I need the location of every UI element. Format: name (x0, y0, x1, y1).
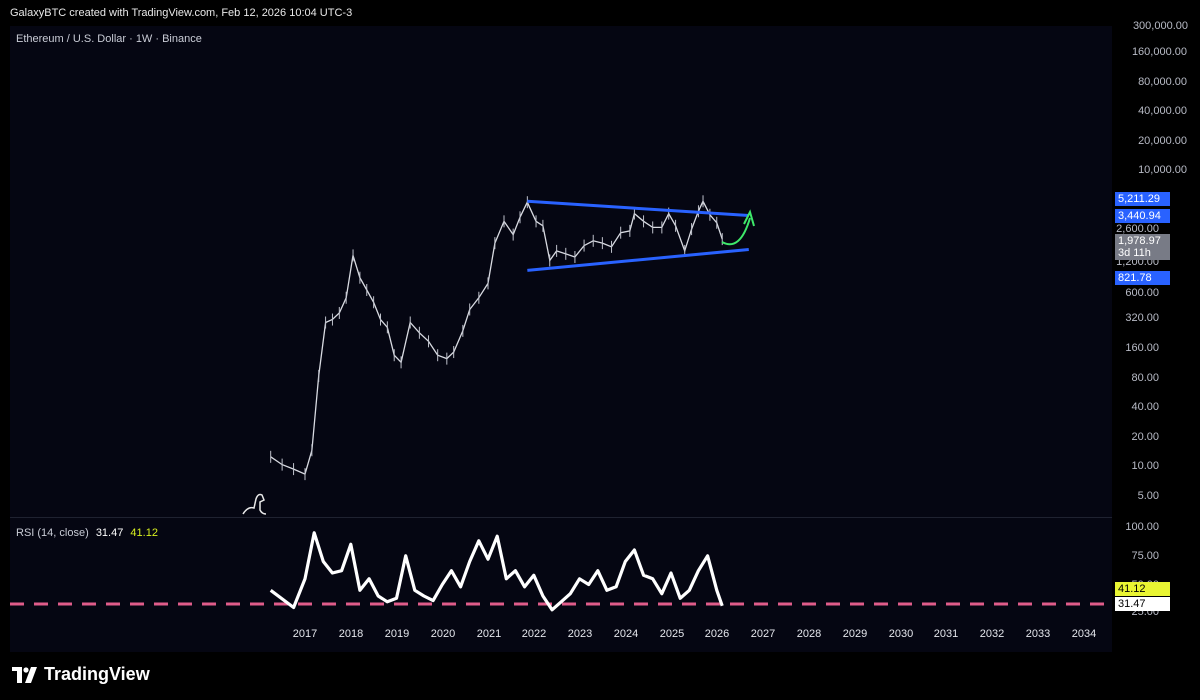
dinosaur-icon (242, 493, 267, 515)
price-tick: 40,000.00 (1138, 105, 1187, 117)
year-tick: 2018 (338, 628, 364, 640)
price-tick: 5.00 (1137, 490, 1159, 502)
top-bar: GalaxyBTC created with TradingView.com, … (0, 0, 1200, 26)
price-tick: 10.00 (1131, 460, 1159, 472)
upper-trendline[interactable] (527, 199, 749, 217)
price-tick: 320.00 (1125, 312, 1159, 324)
price-tick: 2,600.00 (1116, 223, 1159, 235)
bar-countdown-badge: 3d 11h (1115, 247, 1170, 260)
lower-trendline-badge: 821.78 (1115, 271, 1170, 285)
tradingview-logo[interactable]: TradingView (12, 664, 150, 685)
upper-trendline-badge: 5,211.29 (1115, 192, 1170, 206)
year-tick: 2026 (704, 628, 730, 640)
rsi-ma-value: 41.12 (130, 527, 158, 539)
year-tick: 2032 (979, 628, 1005, 640)
price-tick: 80,000.00 (1138, 76, 1187, 88)
year-tick: 2033 (1025, 628, 1051, 640)
symbol-title: Ethereum / U.S. Dollar · 1W · Binance (16, 33, 202, 45)
year-tick: 2020 (430, 628, 456, 640)
rsi-ma-badge: 41.12 (1115, 582, 1170, 596)
arrow-head-icon (743, 209, 755, 227)
year-tick: 2022 (521, 628, 547, 640)
chart-pane[interactable] (10, 26, 1112, 652)
rsi-label: RSI (14, close) (16, 527, 89, 539)
last-price-badge: 1,978.97 (1115, 234, 1170, 247)
tradingview-logo-icon (12, 666, 37, 683)
year-tick: 2030 (888, 628, 914, 640)
year-tick: 2024 (613, 628, 639, 640)
rsi-value: 31.47 (95, 527, 124, 539)
projection-arrow (721, 217, 751, 246)
year-tick: 2028 (796, 628, 822, 640)
year-tick: 2029 (842, 628, 868, 640)
year-tick: 2021 (476, 628, 502, 640)
price-tick: 300,000.00 (1132, 20, 1188, 32)
price-series-line (270, 199, 723, 475)
publish-byline: GalaxyBTC created with TradingView.com, … (10, 7, 353, 19)
year-tick: 2031 (933, 628, 959, 640)
brand-name: TradingView (44, 664, 150, 684)
price-tick: 80.00 (1131, 372, 1159, 384)
upper-trendline-current-badge: 3,440.94 (1115, 209, 1170, 223)
price-tick: 40.00 (1131, 401, 1159, 413)
price-tick: 20,000.00 (1138, 135, 1187, 147)
rsi-series-line (269, 531, 724, 612)
year-tick: 2023 (567, 628, 593, 640)
price-tick: 600.00 (1125, 287, 1159, 299)
footer (0, 652, 1200, 700)
rsi-legend: RSI (14, close) 31.47 41.12 (16, 527, 158, 539)
year-tick: 2027 (750, 628, 776, 640)
rsi-tick: 75.00 (1131, 550, 1159, 562)
year-tick: 2034 (1071, 628, 1097, 640)
year-tick: 2025 (659, 628, 685, 640)
lower-trendline[interactable] (527, 248, 749, 272)
rsi-value-badge: 31.47 (1115, 597, 1170, 611)
price-tick: 160,000.00 (1131, 46, 1187, 58)
year-tick: 2017 (292, 628, 318, 640)
price-tick: 160.00 (1125, 342, 1159, 354)
price-tick: 10,000.00 (1138, 164, 1187, 176)
pane-divider[interactable] (10, 517, 1112, 518)
price-scale[interactable] (1112, 26, 1200, 652)
price-tick: 20.00 (1131, 431, 1159, 443)
year-tick: 2019 (384, 628, 410, 640)
rsi-tick: 100.00 (1125, 521, 1159, 533)
